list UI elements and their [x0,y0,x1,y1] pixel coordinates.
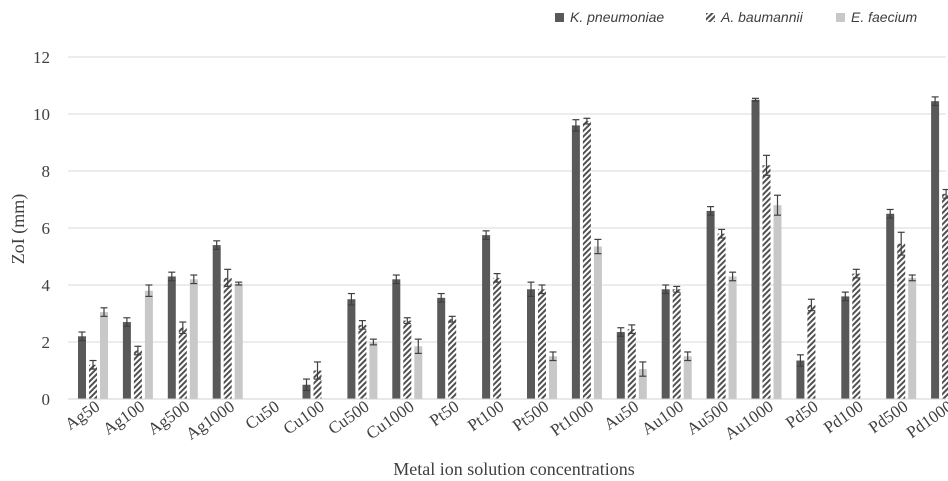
bar [931,101,940,400]
bar [549,356,557,399]
bar [538,289,546,399]
x-tick-label: Pd100 [820,397,867,437]
bar [448,319,457,399]
bar [627,329,636,399]
bar [234,283,243,399]
y-tick-label: 10 [33,105,50,124]
bar [178,327,187,399]
bar [593,246,602,399]
y-axis-label: ZoI (mm) [8,194,29,264]
bar [717,233,726,399]
legend-label: K. pneumoniae [570,9,664,25]
bar [122,322,131,399]
bar [358,324,367,399]
bar [807,304,816,399]
bar [313,370,322,399]
y-tick-label: 8 [42,162,51,181]
x-tick-label: Pt500 [509,397,552,435]
bar [437,297,446,399]
bar [886,213,895,399]
bar [762,165,771,399]
bar [908,277,917,399]
bar [728,276,737,399]
legend-swatch [836,13,845,22]
x-tick-label: Cu50 [242,397,283,434]
legend-swatch [706,13,715,22]
bar [144,290,153,399]
bar [133,350,142,399]
x-tick-label: Pd50 [782,397,822,433]
x-tick-label: Pt1000 [547,397,597,440]
x-tick-label: Pt100 [464,397,507,435]
y-axis-ticks: 0 2 4 6 8 10 12 [33,48,51,409]
bars [78,96,948,400]
bar [78,336,86,399]
bar [638,369,647,399]
bar [482,235,491,399]
bar [672,289,681,399]
x-tick-label: Ag1000 [182,397,238,444]
bar [661,289,670,399]
bar [100,312,108,399]
y-tick-label: 0 [42,390,51,409]
bar [302,384,311,399]
x-tick-label: Pd500 [865,397,912,437]
bar [841,296,850,399]
y-tick-label: 2 [42,333,51,352]
bar [773,205,782,399]
x-tick-label: Cu1000 [363,397,418,443]
x-tick-label: Pt50 [426,397,462,430]
x-tick-label: Ag100 [99,397,148,439]
legend-label: E. faecium [851,9,917,25]
x-tick-label: Cu100 [280,397,328,439]
bar [527,289,535,399]
bar [852,273,861,399]
bar [414,346,423,399]
x-tick-label: Pd1000 [903,397,948,442]
bar [392,279,401,399]
x-tick-label: Au50 [600,397,642,434]
bar [403,320,412,399]
bar [493,277,502,399]
bar [571,125,580,400]
bar [751,99,760,399]
bar [616,332,625,399]
bar [582,121,591,399]
bar [369,342,378,399]
bar [942,193,948,399]
bar [189,279,198,399]
x-axis-label: Metal ion solution concentrations [393,459,634,479]
legend-swatch [555,13,564,22]
bar [683,356,692,399]
bar [796,360,805,399]
bar [897,243,906,399]
y-tick-label: 12 [33,48,50,67]
bar [212,245,221,399]
x-tick-label: Au100 [638,397,687,439]
bar [223,277,232,399]
y-tick-label: 4 [42,276,51,295]
bar [347,299,356,399]
x-tick-label: Au1000 [721,397,777,444]
bar [706,210,715,399]
bar [89,364,97,399]
legend-label: A. baumannii [720,9,804,25]
legend: K. pneumoniae A. baumannii E. faecium [555,9,917,25]
y-tick-label: 6 [42,219,51,238]
x-tick-label: Ag50 [61,397,103,434]
bar [167,276,176,399]
